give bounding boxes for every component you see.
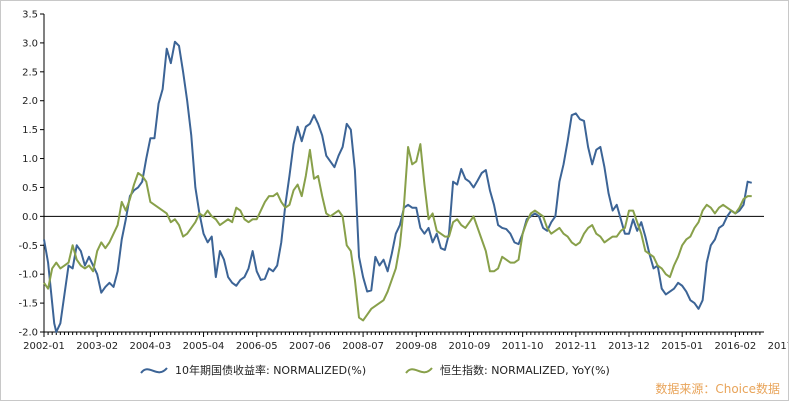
x-tick-label: 2002-01 (23, 341, 65, 352)
source-note: 数据来源：Choice数据 (655, 382, 780, 396)
y-tick-label: 3.0 (22, 38, 38, 49)
y-tick-label: 3.5 (22, 10, 38, 21)
bond-yield-series-line (43, 40, 753, 333)
x-axis: 2002-01 2003-02 2004-03 2005-04 2006-05 2007-… (23, 331, 788, 352)
series-layer (43, 40, 753, 333)
x-tick-label: 2004-03 (129, 341, 171, 352)
y-tick-label: 1.5 (22, 125, 38, 136)
y-tick-label: 2.0 (22, 96, 38, 107)
legend-item-hang-seng: 恒生指数: NORMALIZED, YoY(%) (405, 363, 610, 377)
y-tick-label: -1.5 (18, 299, 38, 310)
y-tick-label: 0.5 (22, 183, 38, 194)
x-tick-label: 2015-01 (661, 341, 703, 352)
y-tick-label: -2.0 (18, 328, 38, 339)
y-tick-label: -1.0 (18, 270, 38, 281)
x-tick-label: 2005-04 (183, 341, 225, 352)
x-tick-label: 2007-06 (289, 341, 331, 352)
y-tick-label: -0.5 (18, 241, 38, 252)
y-tick-label: 0.0 (22, 212, 38, 223)
legend-item-bond-yield: 10年期国债收益率: NORMALIZED(%) (140, 363, 366, 377)
legend-label: 恒生指数: NORMALIZED, YoY(%) (440, 363, 610, 377)
hang-seng-series-line (43, 143, 752, 322)
x-tick-label: 2017-03 (768, 341, 788, 352)
x-tick-label: 2006-05 (236, 341, 278, 352)
legend-swatch (405, 367, 433, 374)
x-tick-label: 2008-07 (342, 341, 384, 352)
legend-swatch (140, 367, 168, 374)
y-axis: 3.5 3.0 2.5 2.0 1.5 1.0 0.5 0.0 -0.5 -1.0 -1.5 -2.0 (18, 10, 45, 339)
y-tick-label: 2.5 (22, 67, 38, 78)
x-tick-label: 2012-11 (555, 341, 597, 352)
y-tick-label: 1.0 (22, 154, 38, 165)
legend: 10年期国债收益率: NORMALIZED(%) 恒生指数: NORMALIZED… (140, 363, 610, 377)
x-tick-label: 2016-02 (714, 341, 756, 352)
x-tick-label: 2009-08 (395, 341, 437, 352)
x-tick-label: 2013-12 (608, 341, 650, 352)
x-tick-label: 2003-02 (76, 341, 118, 352)
legend-label: 10年期国债收益率: NORMALIZED(%) (175, 363, 366, 377)
x-tick-label: 2010-09 (449, 341, 491, 352)
x-tick-label: 2011-10 (502, 341, 544, 352)
